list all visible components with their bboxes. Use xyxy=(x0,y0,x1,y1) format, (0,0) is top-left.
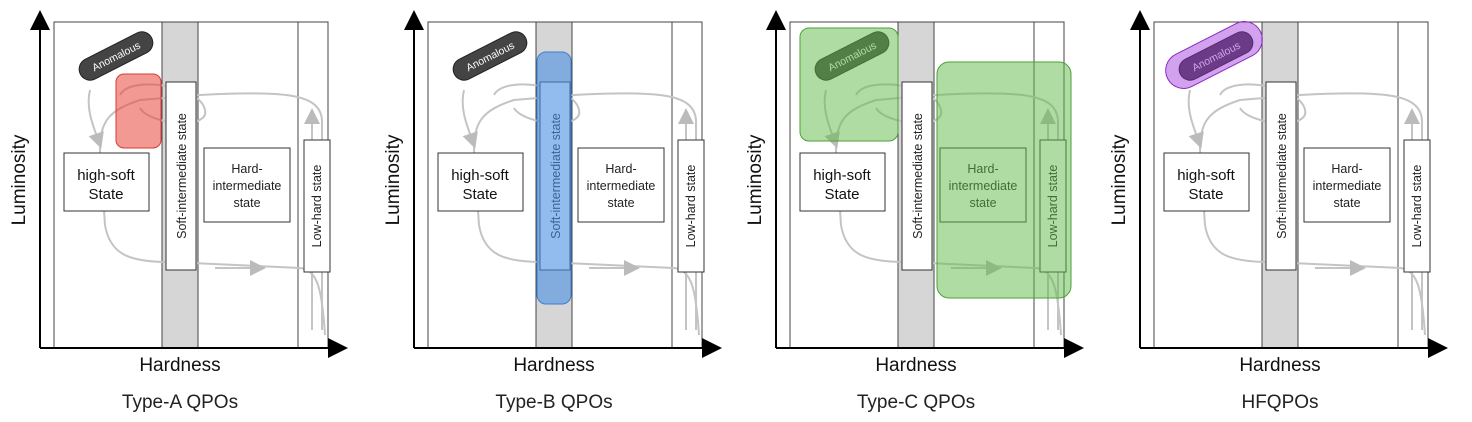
low-hard-label: Low-hard state xyxy=(1410,165,1424,248)
x-axis-label: Hardness xyxy=(513,355,594,376)
track-loop xyxy=(493,83,581,124)
panel-type-c: Anomalous high-soft State Soft-intermedi… xyxy=(736,0,1104,422)
high-soft-label-1: high-soft xyxy=(451,167,509,184)
high-soft-label-2: State xyxy=(462,186,497,203)
type-c-highlight-anomalous xyxy=(799,27,899,142)
soft-intermediate-box xyxy=(901,81,933,271)
soft-intermediate-label: Soft-intermediate state xyxy=(911,113,925,239)
high-soft-box xyxy=(799,152,886,212)
hard-intermediate-label-1: Hard- xyxy=(605,162,636,176)
anomalous-state: Anomalous xyxy=(78,31,154,81)
high-soft-label-1: high-soft xyxy=(813,167,871,184)
low-hard-label: Low-hard state xyxy=(310,165,324,248)
hard-intermediate-label-1: Hard- xyxy=(231,162,262,176)
high-soft-label-1: high-soft xyxy=(77,167,135,184)
y-axis-label: Luminosity xyxy=(383,134,404,225)
high-soft-box xyxy=(437,152,524,212)
y-axis-label: Luminosity xyxy=(745,134,766,225)
hfqpo-highlight xyxy=(1165,21,1263,89)
panel-type-b: Anomalous high-soft State Soft-intermedi… xyxy=(374,0,742,422)
panel-caption: Type-B QPOs xyxy=(495,392,612,413)
track-branch xyxy=(1187,89,1204,149)
soft-intermediate-box xyxy=(1265,81,1297,271)
low-hard-label: Low-hard state xyxy=(684,165,698,248)
high-soft-box xyxy=(1163,152,1250,212)
hard-intermediate-label-1: Hard- xyxy=(1331,162,1362,176)
track-branch xyxy=(461,89,478,149)
hid-diagram: Anomalous high-soft State Soft-intermedi… xyxy=(9,10,348,413)
high-soft-box xyxy=(63,152,150,212)
high-soft-label-2: State xyxy=(88,186,123,203)
high-soft-label-2: State xyxy=(824,186,859,203)
soft-intermediate-label: Soft-intermediate state xyxy=(1275,113,1289,239)
hid-diagram: Anomalous high-soft State Soft-intermedi… xyxy=(1109,10,1448,413)
hid-diagram: Anomalous high-soft State Soft-intermedi… xyxy=(745,10,1084,413)
hard-intermediate-box xyxy=(1303,147,1391,223)
x-axis-label: Hardness xyxy=(139,355,220,376)
hard-intermediate-label-3: state xyxy=(1333,196,1360,210)
high-soft-label-2: State xyxy=(1188,186,1223,203)
hard-intermediate-label-3: state xyxy=(233,196,260,210)
x-axis-label: Hardness xyxy=(875,355,956,376)
type-c-highlight-hard xyxy=(936,61,1072,299)
type-b-highlight xyxy=(536,51,572,305)
hard-intermediate-label-2: intermediate xyxy=(213,179,282,193)
type-a-highlight xyxy=(115,73,162,149)
hid-diagram: Anomalous high-soft State Soft-intermedi… xyxy=(383,10,722,413)
panel-type-a: Anomalous high-soft State Soft-intermedi… xyxy=(0,0,368,422)
high-soft-label-1: high-soft xyxy=(1177,167,1235,184)
hard-intermediate-label-2: intermediate xyxy=(1313,179,1382,193)
y-axis-label: Luminosity xyxy=(1109,134,1130,225)
track-loop xyxy=(1219,83,1307,124)
x-axis-label: Hardness xyxy=(1239,355,1320,376)
track-branch xyxy=(87,89,104,149)
low-hard-box xyxy=(303,139,331,273)
hard-intermediate-box xyxy=(577,147,665,223)
panel-caption: Type-C QPOs xyxy=(857,392,975,413)
soft-intermediate-label: Soft-intermediate state xyxy=(175,113,189,239)
soft-intermediate-box xyxy=(165,81,197,271)
hard-intermediate-label-3: state xyxy=(607,196,634,210)
hard-intermediate-label-2: intermediate xyxy=(587,179,656,193)
low-hard-box xyxy=(677,139,705,273)
low-hard-box xyxy=(1403,139,1431,273)
panel-caption: Type-A QPOs xyxy=(122,392,238,413)
hard-intermediate-box xyxy=(203,147,291,223)
panel-hfqpo: Anomalous high-soft State Soft-intermedi… xyxy=(1100,0,1468,422)
panel-caption: HFQPOs xyxy=(1241,392,1318,413)
y-axis-label: Luminosity xyxy=(9,134,30,225)
